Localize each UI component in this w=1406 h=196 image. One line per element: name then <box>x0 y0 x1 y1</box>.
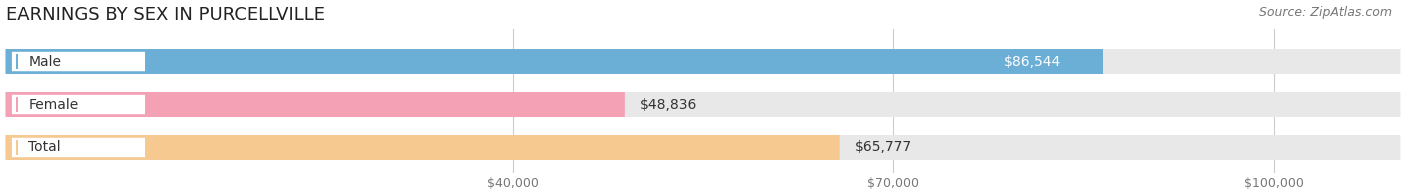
Text: $65,777: $65,777 <box>855 141 912 154</box>
FancyBboxPatch shape <box>11 138 145 157</box>
Text: Total: Total <box>28 141 60 154</box>
FancyBboxPatch shape <box>6 135 839 160</box>
FancyBboxPatch shape <box>6 49 1400 74</box>
FancyBboxPatch shape <box>6 49 1102 74</box>
FancyBboxPatch shape <box>6 92 1400 117</box>
Text: Male: Male <box>28 54 62 69</box>
Text: EARNINGS BY SEX IN PURCELLVILLE: EARNINGS BY SEX IN PURCELLVILLE <box>6 5 325 24</box>
Text: $48,836: $48,836 <box>640 97 697 112</box>
Text: Female: Female <box>28 97 79 112</box>
FancyBboxPatch shape <box>6 92 624 117</box>
Text: $86,544: $86,544 <box>1004 54 1062 69</box>
Text: Source: ZipAtlas.com: Source: ZipAtlas.com <box>1258 6 1392 19</box>
FancyBboxPatch shape <box>6 135 1400 160</box>
FancyBboxPatch shape <box>11 95 145 114</box>
FancyBboxPatch shape <box>973 53 1092 71</box>
FancyBboxPatch shape <box>11 52 145 71</box>
